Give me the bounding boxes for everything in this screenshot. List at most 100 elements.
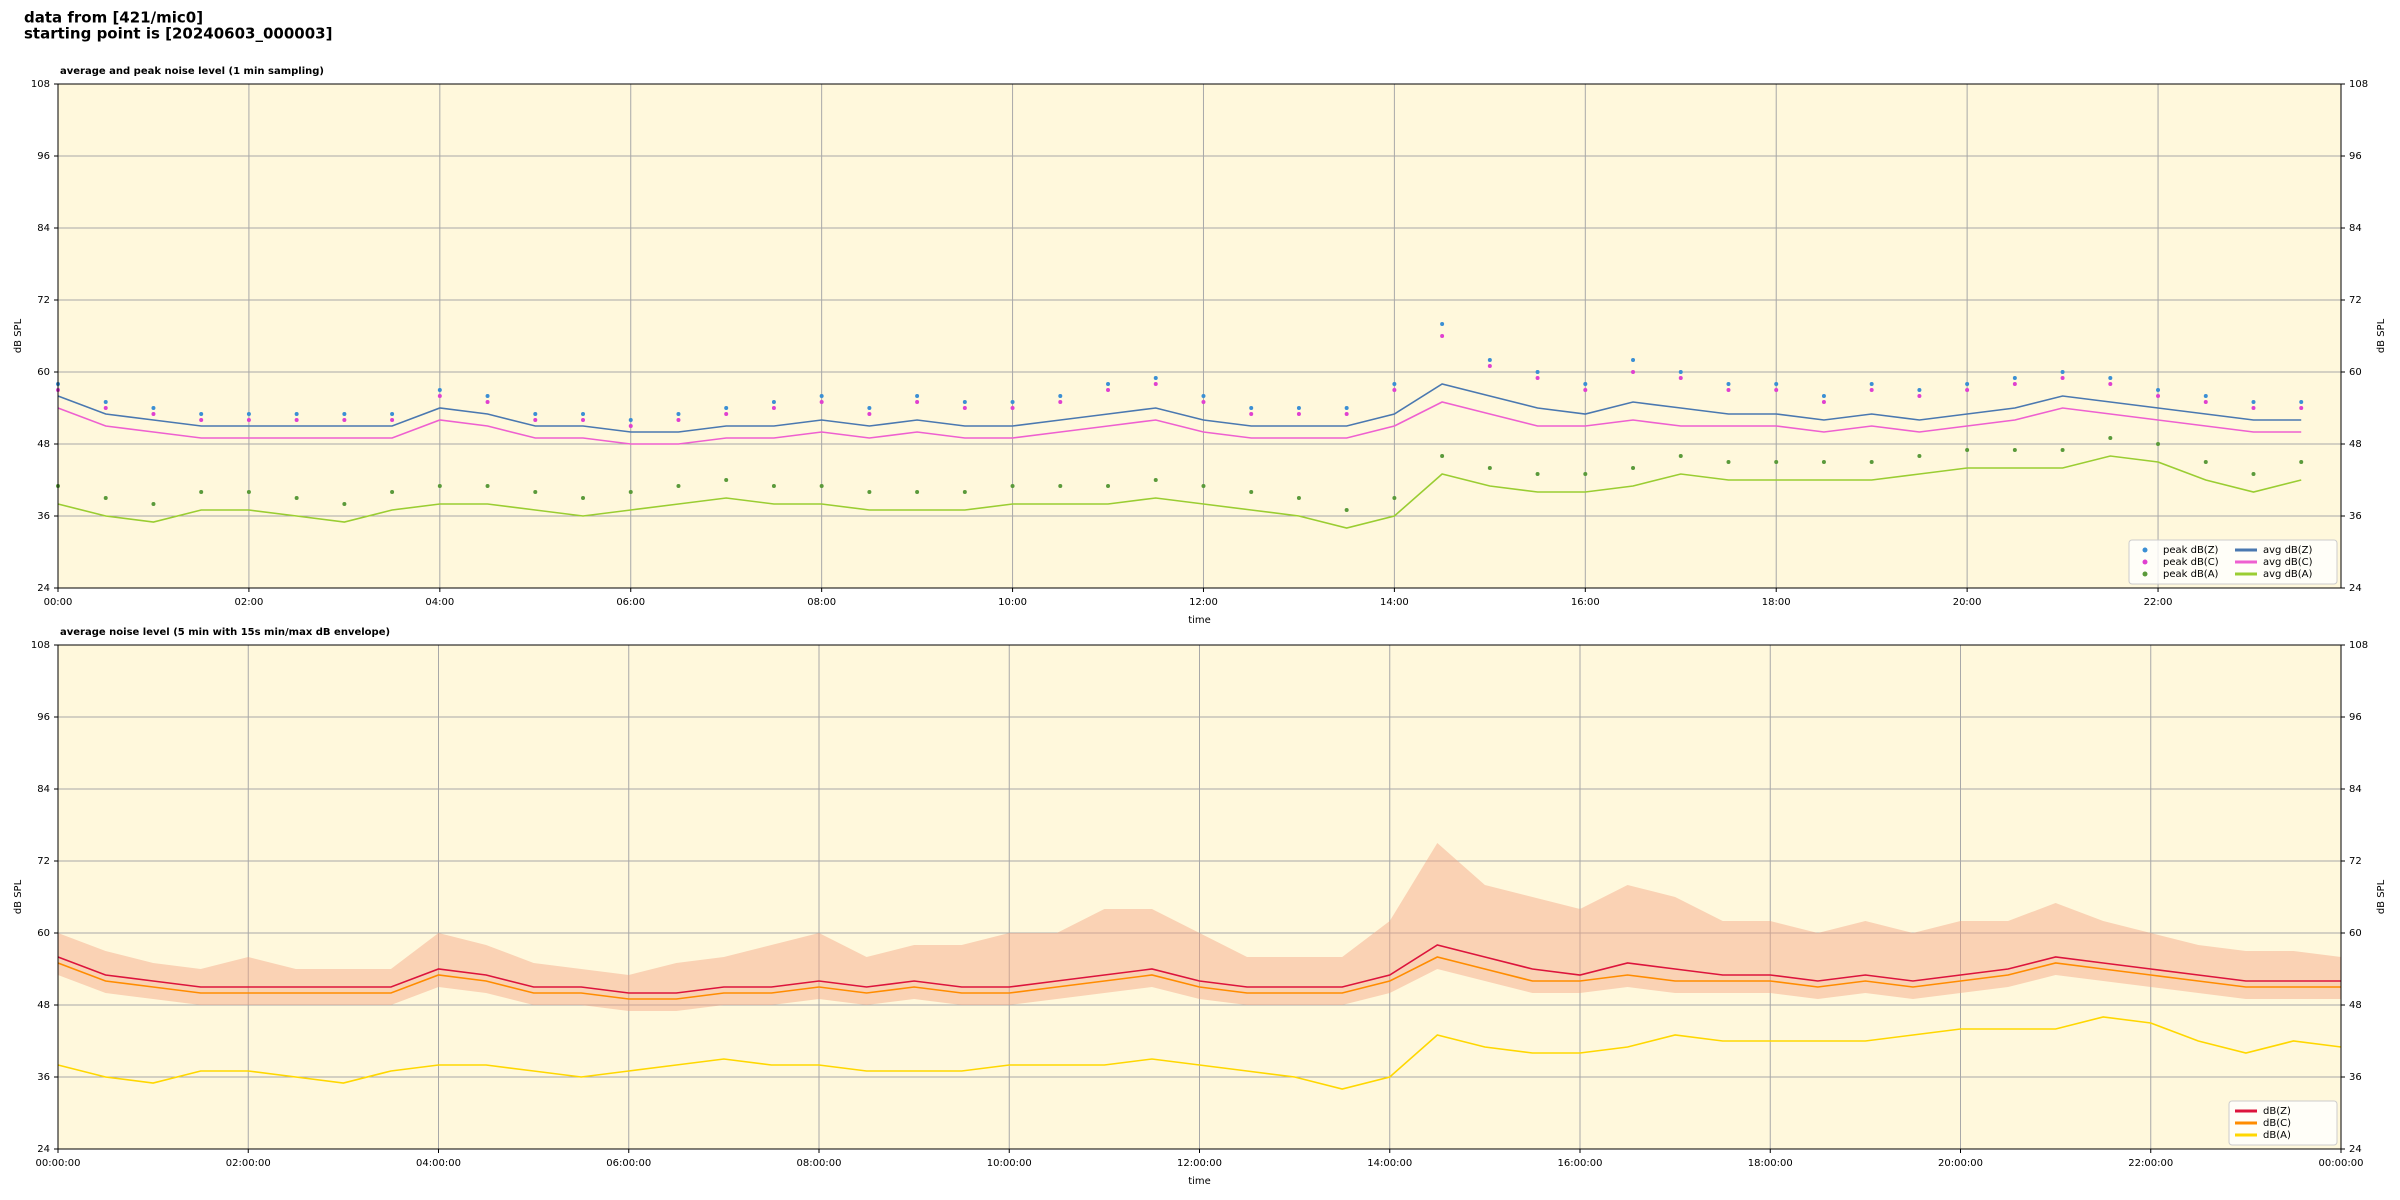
peak-point <box>2156 442 2161 446</box>
peak-point <box>103 496 108 500</box>
peak-point <box>103 406 108 410</box>
x-tick-label: 16:00:00 <box>1558 1158 1603 1169</box>
peak-point <box>1821 460 1826 464</box>
peak-point <box>1965 388 1970 392</box>
peak-point <box>1106 484 1111 488</box>
peak-point <box>1774 382 1779 386</box>
peak-point <box>676 418 681 422</box>
peak-point <box>533 418 538 422</box>
peak-point <box>2156 394 2161 398</box>
peak-point <box>1392 382 1397 386</box>
peak-point <box>151 412 156 416</box>
peak-point <box>867 490 872 494</box>
peak-point <box>2203 394 2208 398</box>
legend-marker <box>2142 547 2148 553</box>
legend-label: peak dB(A) <box>2163 569 2219 580</box>
x-tick-label: 22:00 <box>2144 597 2173 608</box>
peak-point <box>294 496 299 500</box>
peak-point <box>724 406 729 410</box>
peak-point <box>915 394 920 398</box>
y2-tick-label: 24 <box>2349 1144 2362 1155</box>
x-tick-label: 06:00:00 <box>606 1158 651 1169</box>
y-tick-label: 60 <box>37 928 50 939</box>
peak-point <box>1869 388 1874 392</box>
peak-point <box>1726 388 1731 392</box>
peak-point <box>962 400 967 404</box>
series-line <box>57 1016 2342 1090</box>
peak-point <box>342 418 347 422</box>
peak-point <box>2108 382 2113 386</box>
peak-point <box>867 412 872 416</box>
x-tick-label: 14:00:00 <box>1367 1158 1412 1169</box>
peak-point <box>294 418 299 422</box>
peak-point <box>151 502 156 506</box>
y2-tick-label: 96 <box>2349 712 2362 723</box>
x-tick-label: 00:00 <box>44 597 73 608</box>
peak-point <box>390 490 395 494</box>
peak-point <box>2251 472 2256 476</box>
y2-tick-label: 72 <box>2349 295 2362 306</box>
x-tick-label: 12:00 <box>1189 597 1218 608</box>
envelope-area <box>58 843 2341 1011</box>
peak-point <box>533 412 538 416</box>
peak-point <box>1296 496 1301 500</box>
y-tick-label: 24 <box>37 1144 50 1155</box>
peak-point <box>771 406 776 410</box>
peak-point <box>1535 376 1540 380</box>
legend-label: avg dB(C) <box>2263 557 2313 568</box>
y-tick-label: 48 <box>37 1000 50 1011</box>
peak-point <box>2299 406 2304 410</box>
peak-point <box>628 490 633 494</box>
series-line <box>57 944 2341 994</box>
x-axis-label: time <box>1188 1176 1211 1187</box>
peak-point <box>437 388 442 392</box>
header-line: starting point is [20240603_000003] <box>24 25 332 43</box>
peak-point <box>1153 382 1158 386</box>
legend-marker <box>2142 571 2148 577</box>
peak-point <box>2060 370 2065 374</box>
x-tick-label: 18:00 <box>1762 597 1791 608</box>
peak-point <box>676 412 681 416</box>
y-tick-label: 36 <box>37 1072 50 1083</box>
y-tick-label: 72 <box>37 856 50 867</box>
y-tick-label: 48 <box>37 439 50 450</box>
peak-point <box>1344 412 1349 416</box>
peak-point <box>771 484 776 488</box>
x-tick-label: 18:00:00 <box>1748 1158 1793 1169</box>
peak-point <box>724 412 729 416</box>
peak-point <box>246 412 251 416</box>
y-tick-label: 84 <box>37 784 50 795</box>
series-line <box>57 455 2302 529</box>
plot-background <box>58 84 2341 588</box>
peak-point <box>485 484 490 488</box>
peak-point <box>2156 388 2161 392</box>
x-tick-label: 08:00 <box>807 597 836 608</box>
header-line: data from [421/mic0] <box>24 9 203 27</box>
peak-point <box>1344 406 1349 410</box>
peak-point <box>199 490 204 494</box>
chart-title: average and peak noise level (1 min samp… <box>60 66 324 77</box>
peak-point <box>867 406 872 410</box>
peak-point <box>1678 376 1683 380</box>
peak-point <box>1774 460 1779 464</box>
peak-point <box>1010 400 1015 404</box>
peak-point <box>771 400 776 404</box>
series-line <box>57 383 2302 433</box>
peak-point <box>2012 382 2017 386</box>
peak-point <box>1487 358 1492 362</box>
peak-point <box>1917 394 1922 398</box>
x-tick-label: 20:00:00 <box>1938 1158 1983 1169</box>
peak-point <box>199 418 204 422</box>
peak-point <box>1058 394 1063 398</box>
x-tick-label: 04:00:00 <box>416 1158 461 1169</box>
y-tick-label: 108 <box>31 79 50 90</box>
legend-box <box>2128 539 2338 585</box>
peak-point <box>1249 412 1254 416</box>
peak-point <box>1726 460 1731 464</box>
peak-point <box>1821 394 1826 398</box>
peak-point <box>1631 358 1636 362</box>
peak-point <box>342 412 347 416</box>
peak-point <box>1774 388 1779 392</box>
